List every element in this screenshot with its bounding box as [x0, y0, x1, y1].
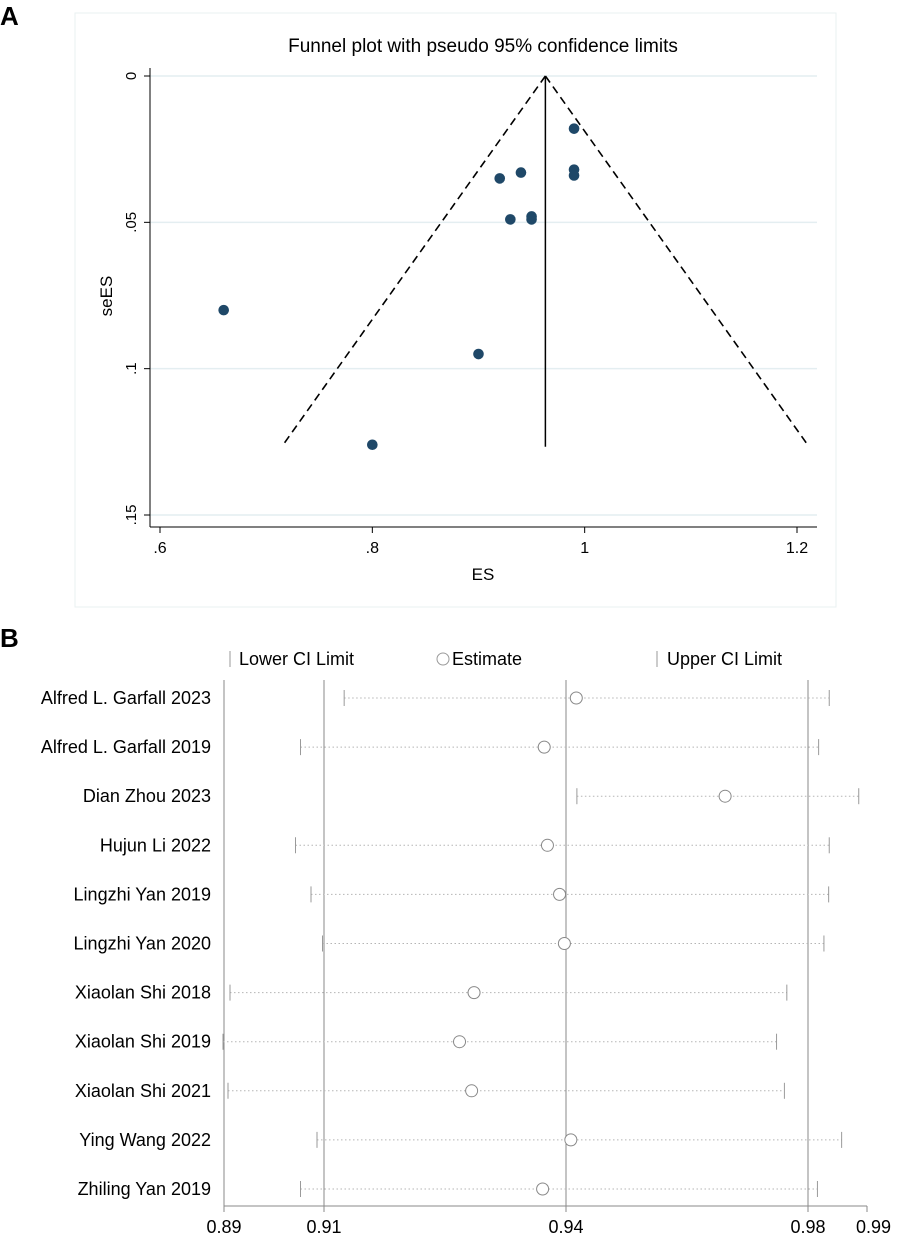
panel-a-label: A — [0, 1, 19, 31]
forest-study-label: Xiaolan Shi 2021 — [75, 1081, 211, 1101]
legend-upper-label: Upper CI Limit — [667, 649, 782, 669]
forest-estimate-marker — [553, 887, 567, 901]
funnel-y-tick-label: .1 — [123, 362, 140, 375]
forest-estimate-marker — [465, 1084, 479, 1098]
funnel-y-tick-label: .15 — [123, 505, 140, 526]
funnel-study-point — [473, 348, 484, 360]
funnel-x-tick-label: .6 — [153, 540, 166, 557]
funnel-study-point — [568, 123, 580, 134]
funnel-y-tick-label: 0 — [123, 72, 140, 80]
funnel-left-limit — [282, 75, 547, 446]
forest-study-label: Zhiling Yan 2019 — [78, 1179, 211, 1199]
panel-b-label: B — [0, 623, 19, 653]
funnel-y-axis-label: seES — [97, 276, 116, 317]
forest-study-label: Lingzhi Yan 2019 — [74, 884, 211, 904]
funnel-study-point — [505, 214, 516, 225]
funnel-study-point — [526, 214, 537, 225]
forest-estimate-marker — [564, 1133, 578, 1147]
forest-study-label: Lingzhi Yan 2020 — [74, 934, 211, 954]
forest-study-row: Alfred L. Garfall 2023 — [41, 688, 830, 708]
funnel-x-tick-label: 1 — [580, 540, 589, 557]
funnel-x-tick-label: .8 — [366, 540, 379, 557]
forest-study-row: Alfred L. Garfall 2019 — [41, 737, 820, 757]
forest-estimate-marker — [718, 789, 732, 803]
funnel-plot-frame — [74, 12, 837, 608]
forest-x-tick-label: 0.98 — [790, 1217, 825, 1237]
funnel-title: Funnel plot with pseudo 95% confidence l… — [288, 36, 678, 57]
forest-study-label: Hujun Li 2022 — [100, 835, 211, 855]
forest-x-tick-label: 0.94 — [548, 1217, 583, 1237]
forest-study-row: Lingzhi Yan 2019 — [74, 884, 830, 904]
forest-study-label: Ying Wang 2022 — [79, 1130, 211, 1150]
forest-estimate-marker — [540, 838, 554, 852]
forest-study-label: Alfred L. Garfall 2023 — [41, 688, 211, 708]
funnel-study-point — [568, 170, 580, 181]
forest-estimate-marker — [467, 986, 481, 1000]
legend-estimate-marker — [436, 652, 450, 666]
forest-study-row: Xiaolan Shi 2019 — [75, 1032, 778, 1052]
forest-study-label: Alfred L. Garfall 2019 — [41, 737, 211, 757]
forest-study-row: Dian Zhou 2023 — [83, 786, 860, 806]
forest-study-row: Ying Wang 2022 — [79, 1130, 843, 1150]
forest-estimate-marker — [537, 740, 551, 754]
forest-study-label: Dian Zhou 2023 — [83, 786, 211, 806]
forest-estimate-marker — [536, 1182, 550, 1196]
forest-x-tick-label: 0.99 — [856, 1217, 891, 1237]
forest-estimate-marker — [557, 937, 571, 950]
funnel-study-point — [367, 439, 378, 451]
forest-study-label: Xiaolan Shi 2019 — [75, 1032, 211, 1052]
forest-study-row: Lingzhi Yan 2020 — [74, 934, 825, 954]
funnel-x-tick-label: 1.2 — [786, 540, 808, 557]
funnel-study-point — [515, 167, 527, 178]
funnel-x-axis-label: ES — [472, 565, 495, 584]
funnel-right-limit — [544, 75, 809, 446]
legend-lower-label: Lower CI Limit — [239, 649, 354, 669]
forest-study-row: Xiaolan Shi 2018 — [75, 983, 788, 1003]
forest-study-label: Xiaolan Shi 2018 — [75, 983, 211, 1003]
legend-estimate-label: Estimate — [452, 649, 522, 669]
funnel-study-point — [218, 304, 229, 316]
forest-estimate-marker — [453, 1035, 467, 1049]
funnel-y-tick-label: .05 — [123, 212, 140, 233]
funnel-plot: Funnel plot with pseudo 95% confidence l… — [74, 12, 837, 608]
forest-study-row: Xiaolan Shi 2021 — [75, 1081, 785, 1101]
forest-estimate-marker — [569, 691, 583, 705]
funnel-study-point — [494, 173, 506, 184]
forest-study-row: Hujun Li 2022 — [100, 835, 830, 855]
forest-study-row: Zhiling Yan 2019 — [78, 1179, 818, 1199]
forest-x-tick-label: 0.91 — [306, 1217, 341, 1237]
forest-x-tick-label: 0.89 — [206, 1217, 241, 1237]
